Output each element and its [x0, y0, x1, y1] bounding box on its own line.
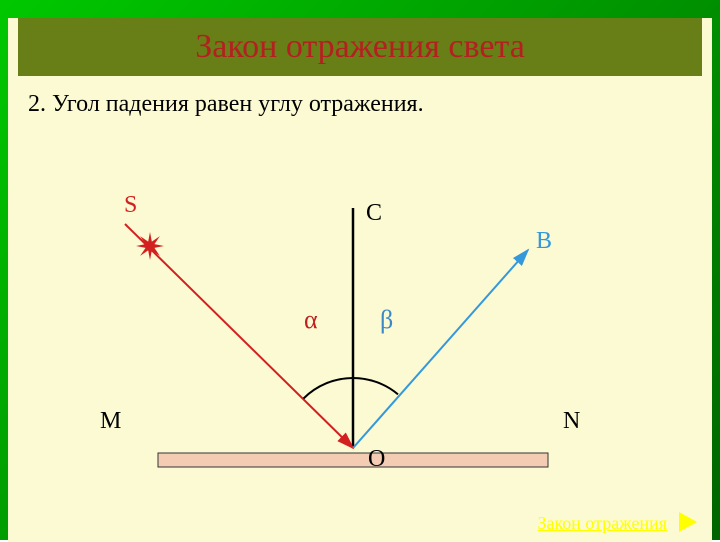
next-arrow-icon[interactable] [679, 512, 697, 532]
svg-text:B: B [536, 228, 552, 254]
svg-text:α: α [304, 305, 318, 334]
svg-text:S: S [124, 192, 137, 218]
content-area: Закон отражения света 2. Угол падения ра… [8, 18, 712, 542]
title-text: Закон отражения света [195, 28, 525, 65]
svg-text:M: M [100, 408, 121, 434]
outer-frame: Закон отражения света 2. Угол падения ра… [0, 0, 720, 540]
title-bar: Закон отражения света [18, 18, 702, 76]
subtitle: 2. Угол падения равен углу отражения. [28, 91, 692, 118]
svg-text:O: O [368, 446, 385, 472]
svg-text:β: β [380, 305, 393, 334]
svg-text:N: N [563, 408, 580, 434]
svg-text:C: C [366, 200, 382, 226]
footer-link[interactable]: Закон отражения [537, 513, 667, 534]
reflection-diagram: S C B M N Oα β [68, 178, 628, 498]
